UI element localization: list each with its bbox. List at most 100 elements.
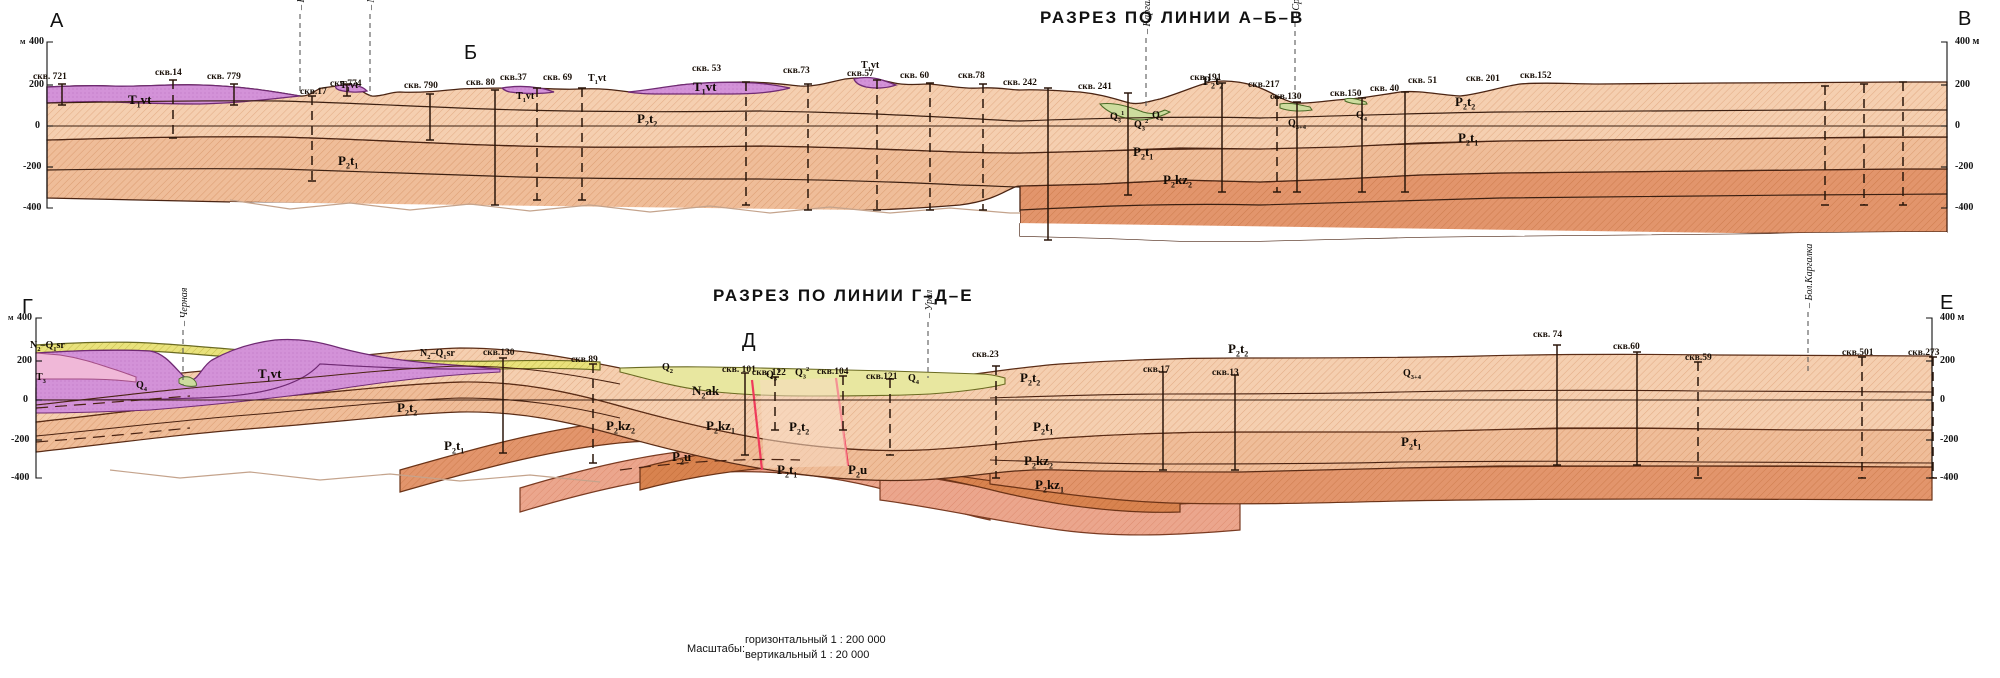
top-unit-label-14: Q32 [1134,118,1149,133]
top-well-label-4: скв.774 [330,79,362,89]
top-unit-label-3: T1vt [588,73,607,86]
top-unit-label-1: T1vt [340,80,359,93]
bottom-unit-label-4: N2–Q1sr [420,348,455,361]
top-section-title: РАЗРЕЗ ПО ЛИНИИ А–Б–В [1040,8,1305,27]
top-well-14[interactable] [1044,87,1052,241]
top-axis-right-200: 200 [1955,79,1970,90]
bottom-axis-right-200: 200 [1940,355,1955,366]
bottom-river-label-0: – Черная [179,287,190,326]
bottom-well-11[interactable] [1694,361,1702,479]
top-unit-label-17: Q4 [1356,110,1368,123]
bottom-well-label-10: скв.60 [1613,342,1640,352]
top-well-7[interactable] [533,87,541,201]
bottom-well-label-3: скв. 122 [752,368,786,378]
bottom-unit-label-23: P2t1 [1401,434,1422,452]
bottom-well-7[interactable] [1159,371,1167,471]
top-well-label-11: скв.57 [847,69,874,79]
top-well-label-23: скв.152 [1520,71,1552,81]
bottom-unit-label-14: Q4 [908,373,920,386]
top-axis-right-0: 0 [1955,120,1960,131]
top-well-8[interactable] [578,87,586,201]
bottom-well-6[interactable] [992,365,1000,479]
bottom-well-12[interactable] [1858,356,1866,479]
bottom-well-label-13: скв.273 [1908,348,1940,358]
bottom-axis-tick-200: 200 [17,355,32,366]
top-unit-label-8: P2t1 [1133,144,1154,162]
top-well-label-15: скв. 241 [1078,82,1112,92]
top-well-label-7: скв.37 [500,73,527,83]
bottom-well-1[interactable] [589,363,597,464]
top-well-20[interactable] [1401,91,1409,193]
top-unit-label-4: T1vt [693,79,717,97]
top-well-1[interactable] [169,79,177,139]
top-well-4[interactable] [343,83,351,97]
bottom-unit-label-10: Q2 [662,362,674,375]
top-well-19[interactable] [1358,97,1366,193]
top-axis-tick-m200: -200 [23,161,42,172]
top-well-3[interactable] [308,95,316,182]
bottom-well-0[interactable] [499,357,507,454]
bottom-unit-label-22: P2t2 [1228,341,1249,359]
top-well-12[interactable] [926,82,934,211]
top-unit-label-11: P2t2 [1455,94,1476,112]
top-axis-right-400: 400 м [1955,36,1980,47]
bottom-well-13[interactable] [1929,356,1937,479]
endpoint-label-a: А [50,10,64,32]
top-unit-label-6: P2t2 [637,111,658,129]
bottom-axis-left [35,317,42,479]
bottom-well-4[interactable] [839,375,847,431]
top-well-label-9: скв. 53 [692,64,722,74]
top-well-label-10: скв.73 [783,66,810,76]
top-well-6[interactable] [491,89,499,206]
bottom-well-label-11: скв.59 [1685,353,1712,363]
top-well-label-5: скв. 790 [404,81,438,91]
bottom-well-2[interactable] [741,372,749,456]
top-well-0[interactable] [58,83,66,106]
top-well-10[interactable] [804,83,812,211]
bottom-axis-tick-m200: -200 [11,434,30,445]
bottom-unit-label-24: Q3+4 [1403,368,1421,381]
bottom-well-label-12: скв.501 [1842,348,1874,358]
top-well-15[interactable] [1124,92,1132,196]
bottom-well-9[interactable] [1553,344,1561,466]
bottom-axis-tick-0: 0 [23,394,28,405]
top-axis-right-m400: -400 [1955,202,1974,213]
top-axis-tick-400: 400 [29,36,44,47]
top-well-16[interactable] [1218,82,1226,193]
layer-p2t2-bottom [35,347,1933,452]
top-well-label-19: скв.150 [1330,89,1362,99]
bottom-well-10[interactable] [1633,351,1641,466]
top-unit-label-16: Q3+4 [1288,118,1306,131]
bottom-well-3[interactable] [771,376,779,431]
top-unit-label-13: Q31 [1110,110,1125,125]
top-unit-label-10: P2t2 [1203,73,1224,91]
top-well-23[interactable] [1899,81,1907,206]
top-well-22[interactable] [1860,83,1868,206]
top-well-label-8: скв. 69 [543,73,573,83]
bottom-unit-label-1: T3 [36,372,46,385]
bottom-section-title: РАЗРЕЗ ПО ЛИНИИ Г–Д–Е [713,286,974,305]
top-well-18[interactable] [1293,101,1301,193]
top-well-label-1: скв.14 [155,68,182,78]
bottom-unit-label-17: P2u [848,462,868,480]
top-well-9[interactable] [742,81,750,206]
top-well-5[interactable] [426,93,434,141]
bottom-layer-stack [35,338,1933,536]
bottom-well-label-9: скв. 74 [1533,330,1563,340]
bottom-well-5[interactable] [886,378,894,456]
top-unit-label-9: P2kz2 [1163,172,1192,190]
bottom-well-8[interactable] [1231,374,1239,471]
endpoint-label-b: Б [464,42,478,64]
top-well-2[interactable] [230,83,238,106]
top-axis-tick-200: 200 [29,79,44,90]
bottom-unit-label-18: P2t2 [1020,370,1041,388]
graben-block-p2t2-bottom [760,378,848,468]
bottom-dashed-boundaries [35,395,801,471]
top-well-21[interactable] [1821,85,1829,206]
top-axis-right [1941,41,1948,209]
endpoint-label-g: Г [22,296,33,318]
top-well-17[interactable] [1273,96,1281,193]
top-well-13[interactable] [979,83,987,211]
top-well-11[interactable] [873,79,881,211]
bottom-well-label-1: скв.89 [571,355,598,365]
